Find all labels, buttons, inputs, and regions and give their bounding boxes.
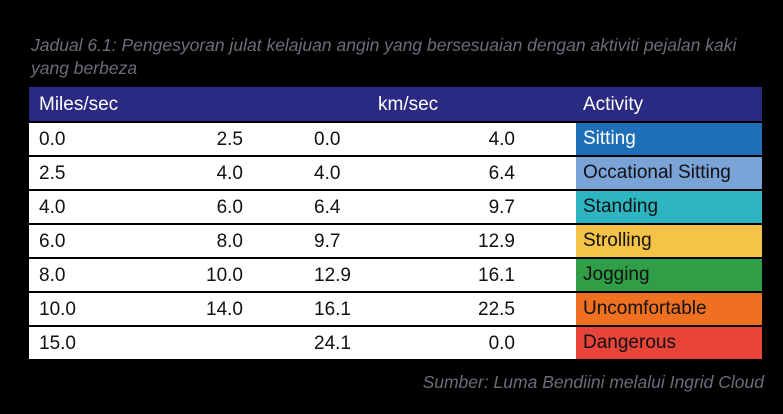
cell-km-to: 4.0 [488, 129, 515, 150]
cell-miles-from: 6.0 [39, 231, 66, 252]
cell-activity: Strolling [576, 225, 762, 257]
table-row: 6.0 8.0 9.7 12.9 Strolling [29, 225, 762, 257]
cell-miles-to: 8.0 [216, 231, 243, 252]
cell-km-from: 6.4 [314, 197, 341, 218]
cell-km-from: 12.9 [314, 265, 351, 286]
header-activity: Activity [583, 94, 644, 115]
cell-km-to: 6.4 [488, 163, 515, 184]
table-row: 10.0 14.0 16.1 22.5 Uncomfortable [29, 293, 762, 325]
cell-activity: Jogging [576, 259, 762, 291]
table-body: 0.0 2.5 0.0 4.0 Sitting 2.5 4.0 4.0 6.4 Occationa… [29, 123, 762, 359]
cell-km-to: 9.7 [488, 197, 515, 218]
cell-miles-from: 8.0 [39, 265, 66, 286]
cell-km-to: 0.0 [488, 333, 515, 354]
cell-miles-to: 6.0 [216, 197, 243, 218]
cell-km-to: 16.1 [478, 265, 515, 286]
table-row: 0.0 2.5 0.0 4.0 Sitting [29, 123, 762, 155]
source-note: Sumber: Luma Bendiini melalui Ingrid Clo… [422, 372, 764, 392]
cell-km-from: 24.1 [314, 333, 351, 354]
table-row: 2.5 4.0 4.0 6.4 Occational Sitting [29, 157, 762, 189]
cell-activity: Sitting [576, 123, 762, 155]
cell-miles-to: 10.0 [206, 265, 243, 286]
table-caption: Jadual 6.1: Pengesyoran julat kelajuan a… [31, 35, 737, 78]
cell-miles-from: 2.5 [39, 163, 66, 184]
cell-miles-to: 2.5 [216, 129, 243, 150]
cell-activity: Occational Sitting [576, 157, 762, 189]
header-miles: Miles/sec [39, 94, 119, 115]
cell-km-from: 4.0 [314, 163, 341, 184]
table-row: 4.0 6.0 6.4 9.7 Standing [29, 191, 762, 223]
wind-speed-table: Miles/sec km/sec Activity 0.0 2.5 0.0 4.0 Si… [29, 87, 762, 359]
table-row: 15.0 24.1 0.0 Dangerous [29, 327, 762, 359]
cell-miles-to: 14.0 [206, 299, 243, 320]
cell-miles-from: 4.0 [39, 197, 66, 218]
cell-activity: Uncomfortable [576, 293, 762, 325]
cell-km-to: 12.9 [478, 231, 515, 252]
table-row: 8.0 10.0 12.9 16.1 Jogging [29, 259, 762, 291]
table-header: Miles/sec km/sec Activity [29, 87, 762, 121]
cell-activity: Standing [576, 191, 762, 223]
cell-miles-from: 10.0 [39, 299, 76, 320]
cell-miles-to: 4.0 [216, 163, 243, 184]
header-km: km/sec [378, 94, 439, 115]
cell-km-from: 16.1 [314, 299, 351, 320]
cell-km-from: 0.0 [314, 129, 341, 150]
cell-activity: Dangerous [576, 327, 762, 359]
cell-miles-from: 15.0 [39, 333, 76, 354]
cell-miles-from: 0.0 [39, 129, 66, 150]
cell-km-to: 22.5 [478, 299, 515, 320]
cell-km-from: 9.7 [314, 231, 341, 252]
